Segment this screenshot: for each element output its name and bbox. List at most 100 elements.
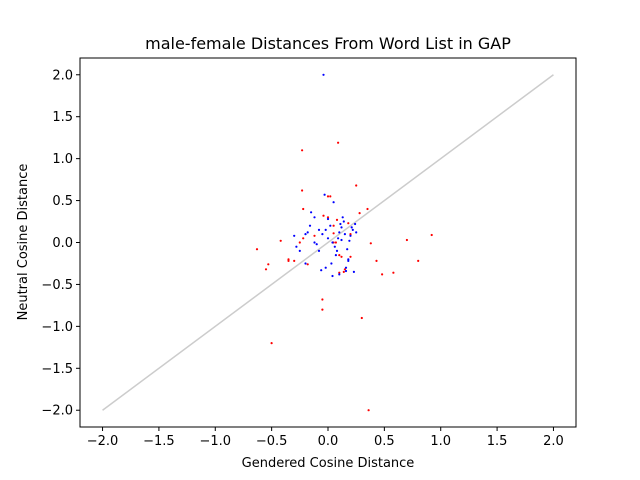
- data-point: [329, 224, 332, 227]
- y-tick-label: 2.0: [52, 68, 73, 83]
- y-axis-ticks: −2.0 −1.5 −1.0 −0.5 0.0 0.5 1.0 1.5 2.0: [41, 68, 80, 419]
- data-point: [347, 258, 350, 261]
- data-point: [375, 259, 378, 262]
- data-point: [349, 255, 352, 258]
- data-point: [417, 259, 420, 262]
- data-point: [326, 237, 330, 240]
- data-point: [338, 231, 341, 234]
- data-point: [332, 201, 335, 204]
- data-point: [324, 266, 327, 269]
- data-point: [279, 239, 282, 242]
- data-point: [320, 269, 323, 272]
- data-point: [298, 249, 301, 252]
- data-point: [405, 238, 408, 242]
- data-point: [330, 262, 333, 265]
- y-tick-label: −2.0: [41, 404, 73, 419]
- data-point: [317, 228, 321, 231]
- data-point: [317, 249, 321, 252]
- data-point: [333, 245, 336, 248]
- data-point: [355, 231, 358, 234]
- x-axis-label: Gendered Cosine Distance: [242, 456, 415, 471]
- data-point: [332, 224, 335, 227]
- data-point: [295, 245, 298, 248]
- data-point: [322, 73, 325, 76]
- data-point: [308, 224, 312, 227]
- data-point: [306, 263, 309, 266]
- data-point: [369, 242, 372, 245]
- data-point: [313, 241, 316, 244]
- data-point: [334, 241, 337, 244]
- y-tick-label: 1.5: [52, 110, 73, 125]
- data-point: [358, 212, 361, 215]
- data-point: [326, 195, 330, 198]
- data-point: [270, 342, 273, 345]
- data-point: [347, 222, 350, 225]
- data-point: [355, 184, 358, 187]
- data-point: [354, 222, 357, 226]
- data-point: [338, 273, 341, 276]
- data-point: [321, 308, 324, 311]
- reference-line: [102, 74, 554, 411]
- data-point: [349, 233, 352, 236]
- data-point: [337, 237, 340, 240]
- data-point: [293, 234, 296, 237]
- data-point: [321, 298, 324, 301]
- data-point: [304, 233, 307, 236]
- data-point: [321, 233, 324, 236]
- x-tick-label: 0.5: [374, 434, 395, 449]
- x-tick-label: 0.0: [318, 434, 339, 449]
- data-point: [343, 268, 346, 271]
- data-point: [350, 226, 353, 229]
- data-point: [360, 316, 363, 320]
- data-point: [340, 255, 343, 258]
- data-point: [338, 254, 341, 257]
- data-point: [331, 241, 334, 244]
- y-tick-label: −1.5: [41, 362, 73, 377]
- data-point: [349, 234, 352, 237]
- x-tick-label: −2.0: [87, 434, 119, 449]
- data-point: [315, 243, 318, 246]
- data-point: [264, 268, 268, 271]
- data-point: [332, 232, 335, 235]
- data-point: [331, 274, 334, 278]
- data-point: [323, 193, 326, 196]
- data-point: [344, 266, 348, 269]
- data-point: [341, 216, 344, 219]
- plot-area: [102, 73, 554, 412]
- data-point: [287, 258, 290, 261]
- x-tick-label: −0.5: [256, 434, 288, 449]
- data-point: [313, 234, 316, 237]
- data-point: [301, 149, 304, 152]
- data-point: [293, 259, 296, 262]
- data-point: [306, 231, 309, 234]
- chart-title: male-female Distances From Word List in …: [145, 34, 511, 53]
- y-tick-label: −1.0: [41, 320, 73, 335]
- y-tick-label: 1.0: [52, 152, 73, 167]
- data-point: [381, 273, 384, 276]
- data-point: [366, 207, 369, 211]
- data-point: [392, 271, 395, 274]
- y-tick-label: 0.5: [52, 194, 73, 209]
- x-axis-ticks: −2.0 −1.5 −1.0 −0.5 0.0 0.5 1.0 1.5 2.0: [87, 427, 564, 449]
- data-point: [352, 270, 355, 273]
- data-point: [322, 214, 325, 217]
- x-tick-label: −1.5: [143, 434, 175, 449]
- data-point: [343, 233, 346, 236]
- data-point: [367, 409, 370, 412]
- data-point: [342, 220, 345, 223]
- x-tick-label: −1.0: [199, 434, 231, 449]
- y-tick-label: −0.5: [41, 278, 73, 293]
- data-point: [342, 270, 345, 273]
- data-point: [302, 237, 305, 240]
- x-tick-label: 1.5: [487, 434, 508, 449]
- data-point: [326, 217, 330, 221]
- data-point: [348, 239, 351, 242]
- data-point: [329, 195, 332, 198]
- data-point: [324, 228, 327, 231]
- data-point: [298, 241, 301, 244]
- data-point: [346, 248, 349, 251]
- data-point: [255, 248, 259, 251]
- data-point: [340, 226, 343, 229]
- data-point: [287, 259, 290, 262]
